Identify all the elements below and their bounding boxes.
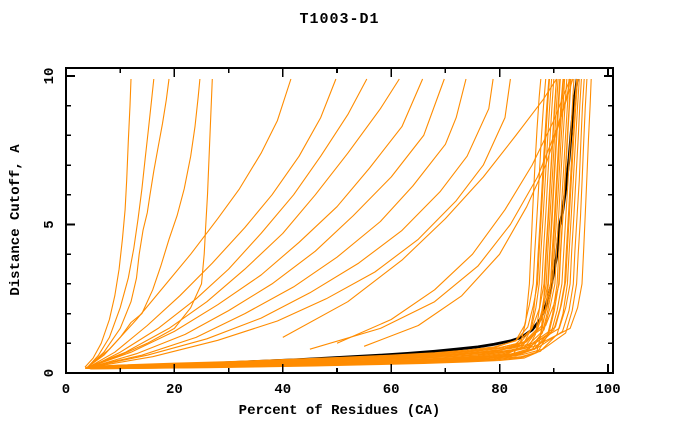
x-axis-label: Percent of Residues (CA): [238, 403, 441, 419]
plot-frame: [65, 67, 614, 374]
model-curve: [84, 78, 132, 368]
model-curve: [87, 78, 559, 369]
model-curve: [88, 78, 572, 369]
model-curve: [91, 78, 511, 368]
x-tick-label: 60: [383, 382, 400, 398]
model-curve: [88, 78, 580, 370]
model-curve: [89, 78, 424, 368]
model-curve: [88, 78, 551, 368]
x-tick-label: 20: [166, 382, 183, 398]
x-tick-label: 0: [62, 382, 70, 398]
x-tick-label: 80: [491, 382, 508, 398]
model-curve: [88, 78, 547, 368]
model-curve: [87, 78, 467, 368]
model-curve: [90, 78, 445, 368]
model-curve: [282, 78, 557, 338]
model-curve: [86, 78, 566, 369]
x-tick-label: 40: [274, 382, 291, 398]
curves-layer: [84, 78, 592, 370]
x-tick-label: 100: [595, 382, 620, 398]
model-curve: [91, 78, 558, 368]
model-curve: [89, 78, 588, 369]
model-curve: [89, 78, 494, 368]
model-curve: [309, 78, 571, 350]
model-curve: [363, 78, 574, 347]
model-curve: [91, 78, 578, 369]
model-curve: [84, 78, 575, 369]
model-curve: [85, 78, 561, 368]
model-curve: [87, 78, 155, 368]
model-curve: [87, 78, 555, 370]
model-curve: [92, 78, 582, 368]
model-curve: [87, 78, 592, 369]
model-curve: [89, 78, 561, 370]
model-curve: [90, 78, 564, 368]
model-curve: [88, 78, 337, 368]
model-curve: [90, 78, 368, 368]
y-tick-label: 10: [42, 68, 58, 85]
y-tick-label: 0: [42, 369, 58, 377]
model-curve: [87, 78, 400, 368]
model-curve: [87, 78, 201, 368]
model-curve: [87, 78, 170, 368]
model-curve: [90, 78, 558, 370]
model-curve: [87, 78, 579, 368]
model-curve: [86, 78, 585, 369]
model-curve: [87, 78, 292, 368]
model-curve: [85, 78, 542, 370]
model-curve: [336, 78, 571, 344]
y-tick-label: 5: [42, 220, 58, 228]
plot-title: T1003-D1: [299, 11, 380, 28]
model-curve: [92, 78, 213, 367]
